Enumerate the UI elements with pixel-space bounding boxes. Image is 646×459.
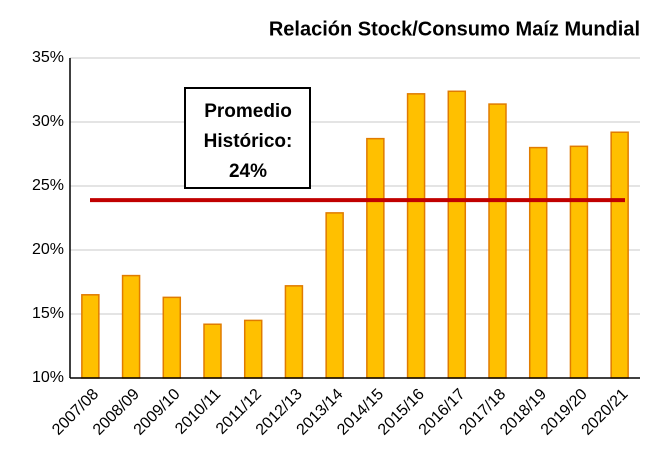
annotation-text: Promedio [204, 101, 292, 122]
bar [162, 296, 182, 379]
bar [203, 323, 222, 379]
y-tick-label: 15% [32, 305, 64, 322]
annotation-box [184, 87, 311, 189]
bar [366, 137, 385, 379]
bar [325, 212, 344, 379]
y-tick-label: 10% [32, 369, 64, 386]
bar [284, 285, 304, 379]
bar [569, 145, 589, 379]
annotation-text: Histórico: [204, 131, 293, 152]
bar [447, 90, 467, 379]
bar [488, 103, 507, 379]
annotation-text: 24% [229, 161, 267, 182]
bar [121, 274, 141, 379]
y-tick-label: 20% [32, 241, 64, 258]
bar [610, 131, 629, 379]
y-tick-label: 35% [32, 49, 64, 66]
bar [81, 294, 100, 379]
bar [243, 319, 263, 379]
y-tick-label: 25% [32, 177, 64, 194]
bar [406, 93, 426, 379]
chart-title: Relación Stock/Consumo Maíz Mundial [269, 18, 640, 40]
y-tick-label: 30% [32, 113, 64, 130]
bar [528, 146, 548, 379]
